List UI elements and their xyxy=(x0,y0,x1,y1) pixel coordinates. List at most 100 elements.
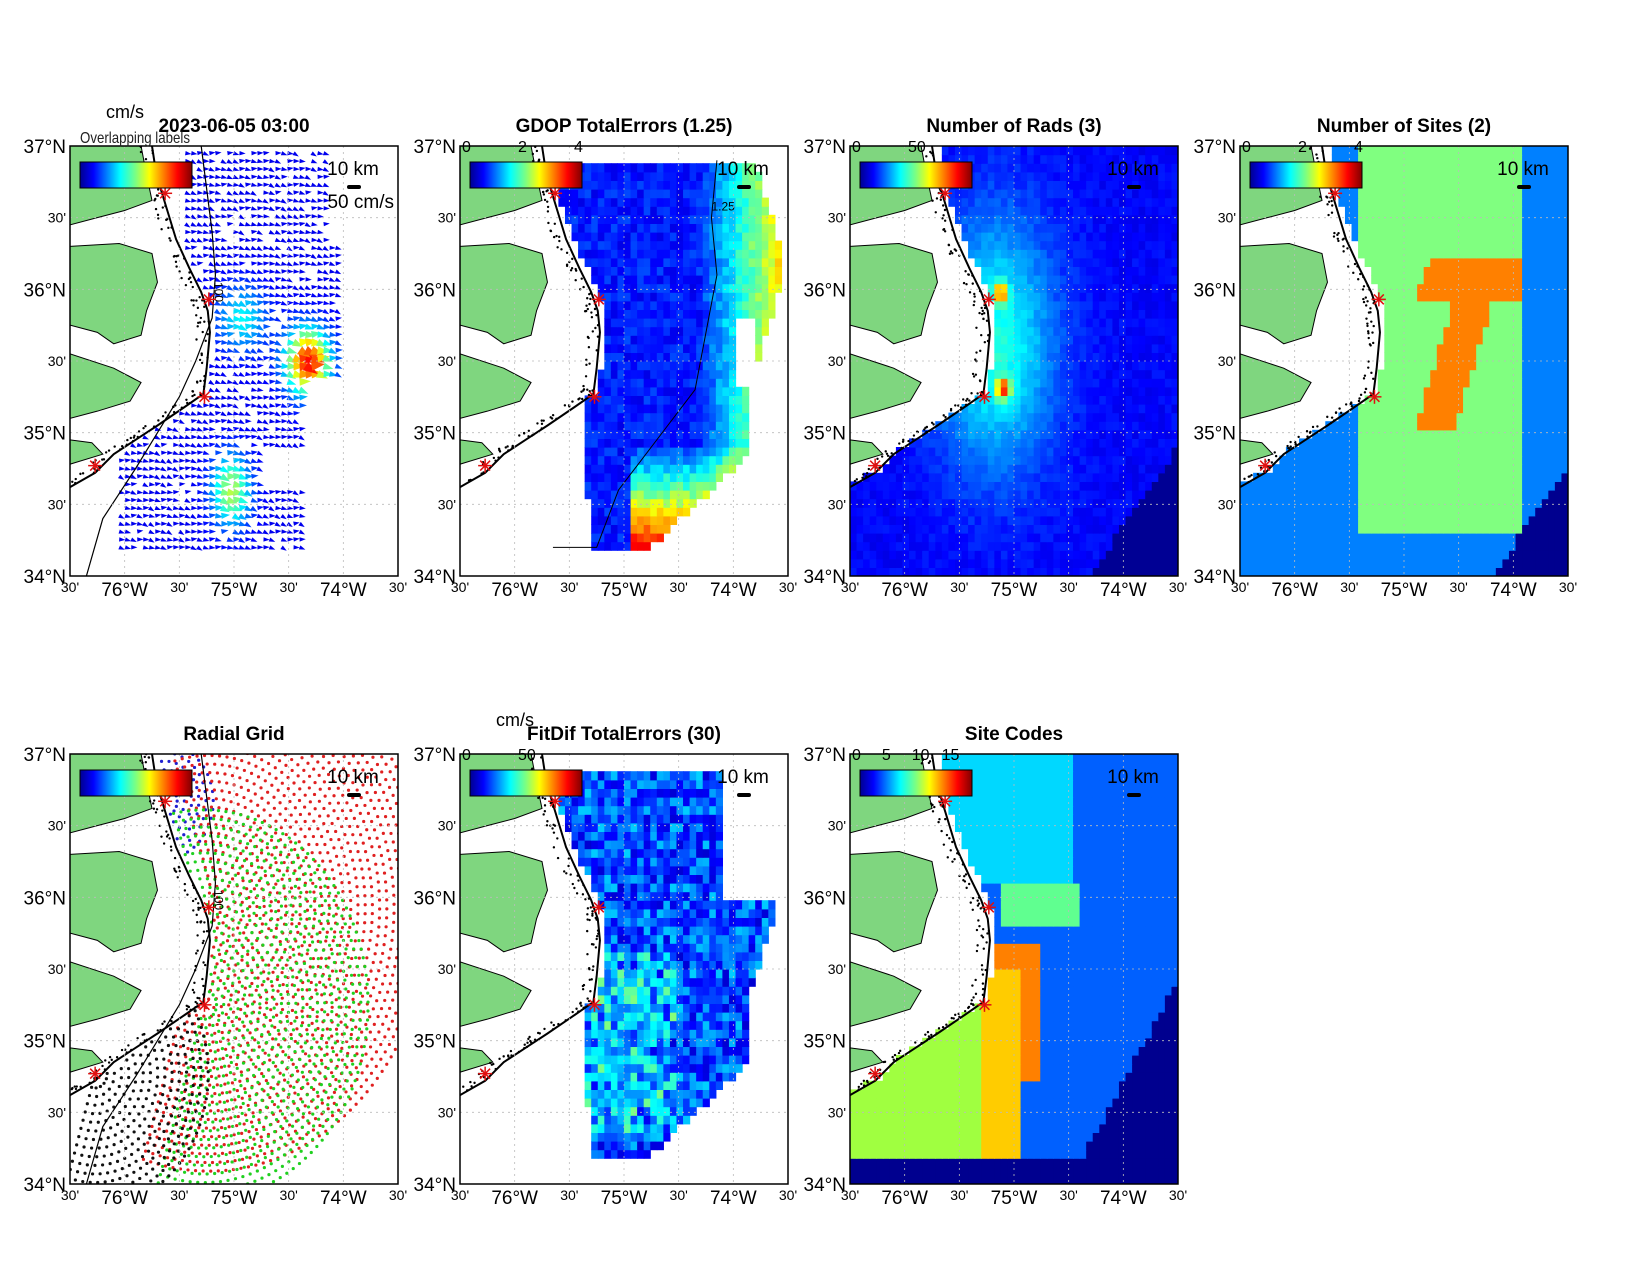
lat-tick-label: 36°N xyxy=(414,280,456,301)
lon-tick-label: 30' xyxy=(1231,579,1249,595)
lat-tick-label: 30' xyxy=(828,1104,846,1120)
lon-tick-label: 75°W xyxy=(991,1188,1038,1209)
lat-tick-label: 37°N xyxy=(24,137,66,158)
lon-tick-label: 76°W xyxy=(1271,580,1318,601)
lat-tick-label: 35°N xyxy=(414,1032,456,1053)
colorbar-tick: 10 xyxy=(912,747,930,764)
lon-tick-label: 76°W xyxy=(101,580,148,601)
lat-tick-label: 35°N xyxy=(1194,424,1236,445)
lat-tick-label: 34°N xyxy=(414,1175,456,1196)
lon-tick-label: 30' xyxy=(280,1187,298,1203)
radar-site-marker xyxy=(201,900,216,915)
radar-site-marker xyxy=(938,186,953,201)
radar-site-marker xyxy=(478,458,493,473)
colorbar xyxy=(1249,161,1363,189)
panel-title: Radial Grid xyxy=(183,724,284,745)
lat-tick-label: 37°N xyxy=(804,745,846,766)
lon-tick-label: 30' xyxy=(1169,579,1187,595)
lon-tick-label: 74°W xyxy=(1490,580,1537,601)
lon-tick-label: 75°W xyxy=(1381,580,1428,601)
colorbar xyxy=(859,769,973,797)
lat-tick-label: 35°N xyxy=(414,424,456,445)
lat-tick-label: 36°N xyxy=(804,280,846,301)
lat-tick-label: 37°N xyxy=(24,745,66,766)
lon-tick-label: 30' xyxy=(389,579,407,595)
radar-site-marker xyxy=(158,794,173,809)
lon-tick-label: 30' xyxy=(841,579,859,595)
lat-tick-label: 30' xyxy=(828,961,846,977)
panel-title: GDOP TotalErrors (1.25) xyxy=(516,116,733,137)
lon-tick-label: 30' xyxy=(170,579,188,595)
lat-tick-label: 30' xyxy=(828,496,846,512)
lat-tick-label: 35°N xyxy=(804,424,846,445)
colorbar xyxy=(469,769,583,797)
scale-bar-label: 10 km xyxy=(717,767,769,788)
lat-tick-label: 30' xyxy=(438,210,456,226)
scale-bar-label: 10 km xyxy=(1497,159,1549,180)
panel-title: FitDif TotalErrors (30) xyxy=(527,724,721,745)
contour-label: 100 xyxy=(211,282,226,303)
lon-tick-label: 30' xyxy=(670,1187,688,1203)
lon-tick-label: 30' xyxy=(451,579,469,595)
radar-site-marker xyxy=(197,997,212,1012)
radar-site-marker xyxy=(587,997,602,1012)
lon-tick-label: 30' xyxy=(1060,1187,1078,1203)
lon-tick-label: 75°W xyxy=(211,1188,258,1209)
radar-site-marker xyxy=(587,389,602,404)
scale-bar xyxy=(347,793,361,797)
colorbar-tick: 0 xyxy=(462,139,471,156)
radar-site-marker xyxy=(1328,186,1343,201)
lat-tick-label: 37°N xyxy=(1194,137,1236,158)
lat-tick-label: 36°N xyxy=(414,888,456,909)
lat-tick-label: 34°N xyxy=(24,567,66,588)
lat-tick-label: 36°N xyxy=(804,888,846,909)
lat-tick-label: 30' xyxy=(1218,496,1236,512)
radar-site-marker xyxy=(1258,458,1273,473)
lon-tick-label: 74°W xyxy=(320,580,367,601)
lat-tick-label: 30' xyxy=(48,961,66,977)
radar-site-marker xyxy=(88,1066,103,1081)
lon-tick-label: 76°W xyxy=(101,1188,148,1209)
radar-site-marker xyxy=(197,389,212,404)
lon-tick-label: 30' xyxy=(1450,579,1468,595)
colorbar xyxy=(79,161,193,189)
colorbar-tick: 0 xyxy=(852,139,861,156)
map-axes-frame xyxy=(849,753,1179,1185)
lat-tick-label: 34°N xyxy=(804,567,846,588)
colorbar-tick: 2 xyxy=(1298,139,1307,156)
lon-tick-label: 74°W xyxy=(320,1188,367,1209)
lon-tick-label: 30' xyxy=(841,1187,859,1203)
lat-tick-label: 30' xyxy=(828,818,846,834)
map-axes-frame xyxy=(849,145,1179,577)
radar-site-marker xyxy=(868,1066,883,1081)
lat-tick-label: 30' xyxy=(48,1104,66,1120)
lon-tick-label: 75°W xyxy=(211,580,258,601)
lat-tick-label: 30' xyxy=(48,496,66,512)
radar-site-marker xyxy=(548,186,563,201)
scale-bar xyxy=(1127,793,1141,797)
contour-label: 100 xyxy=(211,890,226,911)
lat-tick-label: 34°N xyxy=(414,567,456,588)
colorbar xyxy=(469,161,583,189)
panel-title: Number of Rads (3) xyxy=(926,116,1101,137)
colorbar-units: cm/s xyxy=(106,102,144,122)
lon-tick-label: 30' xyxy=(389,1187,407,1203)
lon-tick-label: 30' xyxy=(560,579,578,595)
lon-tick-label: 30' xyxy=(950,579,968,595)
map-axes-frame xyxy=(459,753,789,1185)
lat-tick-label: 36°N xyxy=(1194,280,1236,301)
colorbar xyxy=(859,161,973,189)
radar-site-marker xyxy=(158,186,173,201)
lat-tick-label: 35°N xyxy=(24,1032,66,1053)
lon-tick-label: 30' xyxy=(950,1187,968,1203)
lat-tick-label: 34°N xyxy=(24,1175,66,1196)
lon-tick-label: 75°W xyxy=(991,580,1038,601)
lon-tick-label: 30' xyxy=(451,1187,469,1203)
lon-tick-label: 75°W xyxy=(601,1188,648,1209)
lat-tick-label: 37°N xyxy=(804,137,846,158)
radar-site-marker xyxy=(1367,389,1382,404)
lat-tick-label: 35°N xyxy=(804,1032,846,1053)
lon-tick-label: 30' xyxy=(1340,579,1358,595)
